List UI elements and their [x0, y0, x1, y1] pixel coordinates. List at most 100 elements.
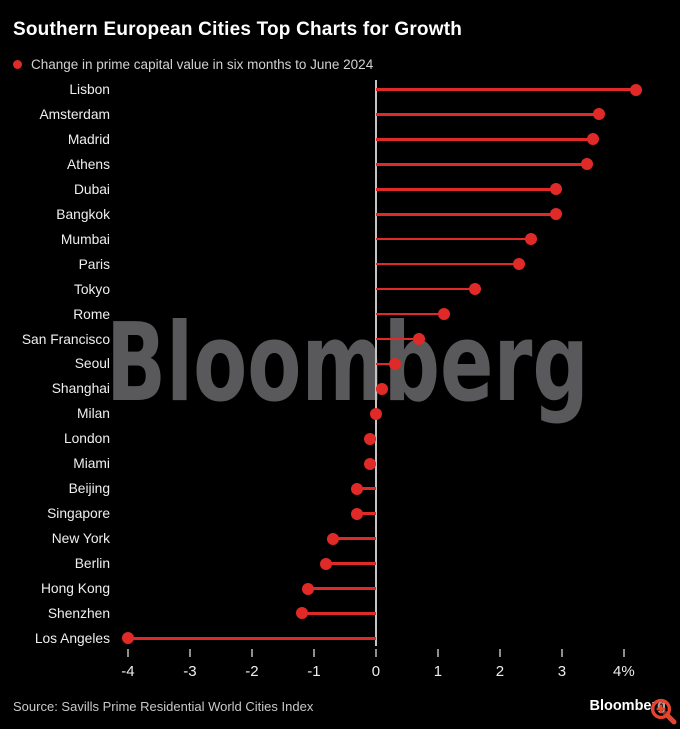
- lollipop-stem: [127, 637, 376, 640]
- lollipop-stem: [375, 287, 476, 291]
- lollipop-stem: [375, 163, 587, 166]
- lollipop-stem: [307, 587, 376, 590]
- lollipop-dot: [320, 557, 333, 570]
- category-label: Los Angeles: [34, 630, 110, 646]
- lollipop-dot: [388, 357, 401, 370]
- lollipop-dot: [121, 632, 134, 645]
- lollipop-dot: [363, 457, 376, 470]
- lollipop-dot: [549, 183, 562, 196]
- chart-row: Miami: [0, 451, 680, 476]
- axis-tick-label: -1: [307, 663, 321, 680]
- lollipop-stem: [375, 237, 531, 241]
- chart-row: Tokyo: [0, 277, 680, 302]
- lollipop-stem: [375, 88, 637, 91]
- chart-row: Dubai: [0, 177, 680, 202]
- lollipop-dot: [593, 108, 606, 121]
- lollipop-dot: [351, 482, 364, 495]
- chart-row: Singapore: [0, 501, 680, 526]
- category-label: Mumbai: [60, 231, 110, 247]
- category-label: Amsterdam: [39, 106, 110, 122]
- category-label: Dubai: [73, 181, 110, 197]
- lollipop-stem: [357, 512, 376, 515]
- category-label: Beijing: [68, 481, 110, 497]
- category-label: Shanghai: [51, 381, 110, 397]
- lollipop-stem: [375, 312, 445, 316]
- axis-tick: [127, 649, 129, 657]
- axis-tick: [499, 649, 501, 657]
- lollipop-dot: [295, 607, 308, 620]
- brand-logo: Bloomberg: [589, 698, 666, 714]
- lollipop-stem: [375, 337, 420, 341]
- category-label: Milan: [77, 406, 110, 422]
- chart-row: Los Angeles: [0, 626, 680, 651]
- lollipop-dot: [413, 333, 426, 345]
- category-label: Madrid: [67, 131, 110, 147]
- axis-tick-label: 4%: [613, 663, 635, 680]
- source-note: Source: Savills Prime Residential World …: [13, 699, 314, 714]
- axis-tick-label: 2: [495, 663, 505, 680]
- category-label: Hong Kong: [40, 581, 110, 596]
- chart-row: Hong Kong: [0, 576, 680, 601]
- axis-tick-label: 1: [433, 663, 443, 680]
- lollipop-dot: [469, 283, 482, 296]
- category-label: Bangkok: [56, 206, 110, 222]
- category-label: New York: [51, 531, 110, 547]
- category-label: Seoul: [74, 356, 110, 372]
- lollipop-dot: [549, 208, 562, 221]
- axis-tick-label: -3: [183, 663, 197, 680]
- axis-tick: [313, 649, 315, 657]
- lollipop-dot: [301, 582, 314, 595]
- category-label: Tokyo: [73, 281, 110, 297]
- chart-row: New York: [0, 526, 680, 551]
- chart-row: Rome: [0, 302, 680, 327]
- chart-row: Berlin: [0, 551, 680, 576]
- legend-label: Change in prime capital value in six mon…: [31, 57, 374, 72]
- lollipop-stem: [332, 537, 376, 540]
- lollipop-dot: [363, 432, 376, 445]
- lollipop-stem: [357, 487, 376, 490]
- category-label: London: [63, 431, 110, 447]
- lollipop-stem: [375, 262, 519, 266]
- axis-tick: [623, 649, 625, 657]
- axis-tick-label: -4: [121, 663, 135, 680]
- axis-tick: [251, 649, 253, 657]
- chart-row: Shanghai: [0, 376, 680, 401]
- bloomberg-watermark: Bloomberg: [106, 301, 589, 426]
- category-label: Lisbon: [69, 82, 110, 97]
- category-label: Berlin: [74, 556, 110, 572]
- lollipop-stem: [375, 113, 600, 116]
- chart-row: Shenzhen: [0, 601, 680, 626]
- axis-tick-label: 0: [371, 663, 381, 680]
- lollipop-dot: [586, 133, 599, 146]
- category-label: Paris: [78, 256, 110, 272]
- axis-tick: [437, 649, 439, 657]
- lollipop-stem: [326, 562, 376, 565]
- chart-legend: Change in prime capital value in six mon…: [13, 57, 373, 72]
- chart-row: Amsterdam: [0, 102, 680, 127]
- chart-row: Bangkok: [0, 202, 680, 227]
- lollipop-dot: [524, 233, 537, 246]
- lollipop-stem: [375, 138, 593, 141]
- chart-row: San Francisco: [0, 327, 680, 352]
- lollipop-dot: [512, 258, 525, 271]
- lollipop-dot: [438, 308, 451, 321]
- lollipop-dot: [630, 83, 643, 96]
- legend-dot-icon: [13, 60, 22, 69]
- chart-row: Seoul: [0, 351, 680, 376]
- magnifier-plus-icon[interactable]: [648, 696, 678, 726]
- axis-tick-label: -2: [245, 663, 259, 680]
- chart-row: Beijing: [0, 476, 680, 501]
- category-label: San Francisco: [21, 331, 110, 347]
- axis-tick: [375, 649, 377, 657]
- lollipop-stem: [301, 612, 376, 615]
- chart-row: Milan: [0, 401, 680, 426]
- category-label: Miami: [73, 456, 110, 472]
- chart-row: Athens: [0, 152, 680, 177]
- lollipop-stem: [375, 188, 556, 191]
- axis-tick-label: 3: [557, 663, 567, 680]
- axis-tick: [189, 649, 191, 657]
- lollipop-dot: [376, 382, 389, 395]
- category-label: Shenzhen: [47, 605, 110, 621]
